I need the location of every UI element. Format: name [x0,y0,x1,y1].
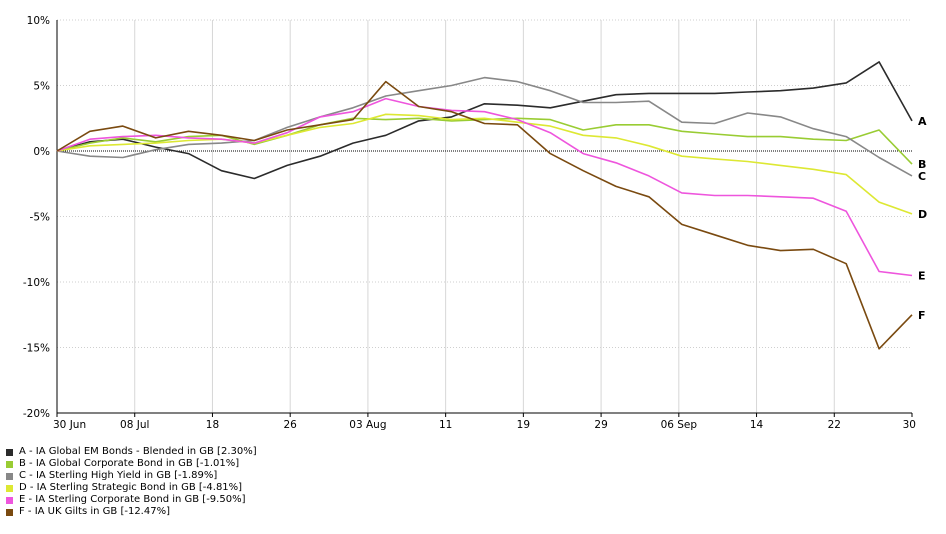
series-end-label: B [918,158,926,171]
x-tick-label: 22 [828,419,841,431]
y-tick-label: 0% [33,146,50,158]
legend-label: A - IA Global EM Bonds - Blended in GB [… [19,446,257,457]
series-end-label: F [918,309,926,322]
legend-item: F - IA UK Gilts in GB [-12.47%] [6,506,257,518]
series-line-c [56,76,913,177]
legend-swatch [6,484,13,492]
y-tick-label: -20% [23,408,50,420]
legend-label: C - IA Sterling High Yield in GB [-1.89%… [19,470,218,481]
legend-swatch [6,496,13,504]
x-tick-label: 08 Jul [120,419,149,431]
series-line-e [56,97,913,277]
series-end-label: A [918,115,927,128]
legend: A - IA Global EM Bonds - Blended in GB [… [6,446,257,518]
x-tick-label: 30 [903,419,916,431]
legend-item: B - IA Global Corporate Bond in GB [-1.0… [6,458,257,470]
x-tick-label: 11 [439,419,452,431]
y-tick-label: -5% [30,212,50,224]
plot-background [57,20,912,413]
y-tick-label: 10% [27,15,50,27]
legend-item: E - IA Sterling Corporate Bond in GB [-9… [6,494,257,506]
legend-swatch [6,448,13,456]
x-tick-label: 26 [283,419,297,431]
x-tick-label: 30 Jun [53,419,86,431]
x-tick-label: 14 [750,419,764,431]
series-end-label: D [918,208,927,221]
x-tick-label: 29 [594,419,607,431]
legend-swatch [6,508,13,516]
legend-label: E - IA Sterling Corporate Bond in GB [-9… [19,494,246,505]
series-line-d [56,113,913,215]
x-tick-label: 06 Sep [661,419,698,431]
legend-label: B - IA Global Corporate Bond in GB [-1.0… [19,458,240,469]
legend-swatch [6,460,13,468]
line-chart: 10% 5% 0% -5% -10% -15% -20%30 Jun 08 Jul 18 26 03… [23,15,927,431]
legend-item: A - IA Global EM Bonds - Blended in GB [… [6,446,257,458]
chart-area: 10% 5% 0% -5% -10% -15% -20% 30 Jun 08 Jul 18 26 03… [23,15,927,431]
y-tick-label: -15% [23,343,50,355]
series-line-f [56,80,913,350]
y-tick-label: -10% [23,277,50,289]
x-tick-label: 19 [517,419,530,431]
y-tick-label: 5% [33,81,50,93]
series-line-a [56,61,913,180]
legend-label: F - IA UK Gilts in GB [-12.47%] [19,506,170,517]
series-end-label: E [918,269,926,282]
legend-item: D - IA Sterling Strategic Bond in GB [-4… [6,482,257,494]
legend-item: C - IA Sterling High Yield in GB [-1.89%… [6,470,257,482]
legend-swatch [6,472,13,480]
series-line-b [56,117,913,165]
x-tick-label: 18 [206,419,219,431]
series-end-label: C [918,170,926,183]
legend-label: D - IA Sterling Strategic Bond in GB [-4… [19,482,243,493]
x-tick-label: 03 Aug [349,419,386,431]
